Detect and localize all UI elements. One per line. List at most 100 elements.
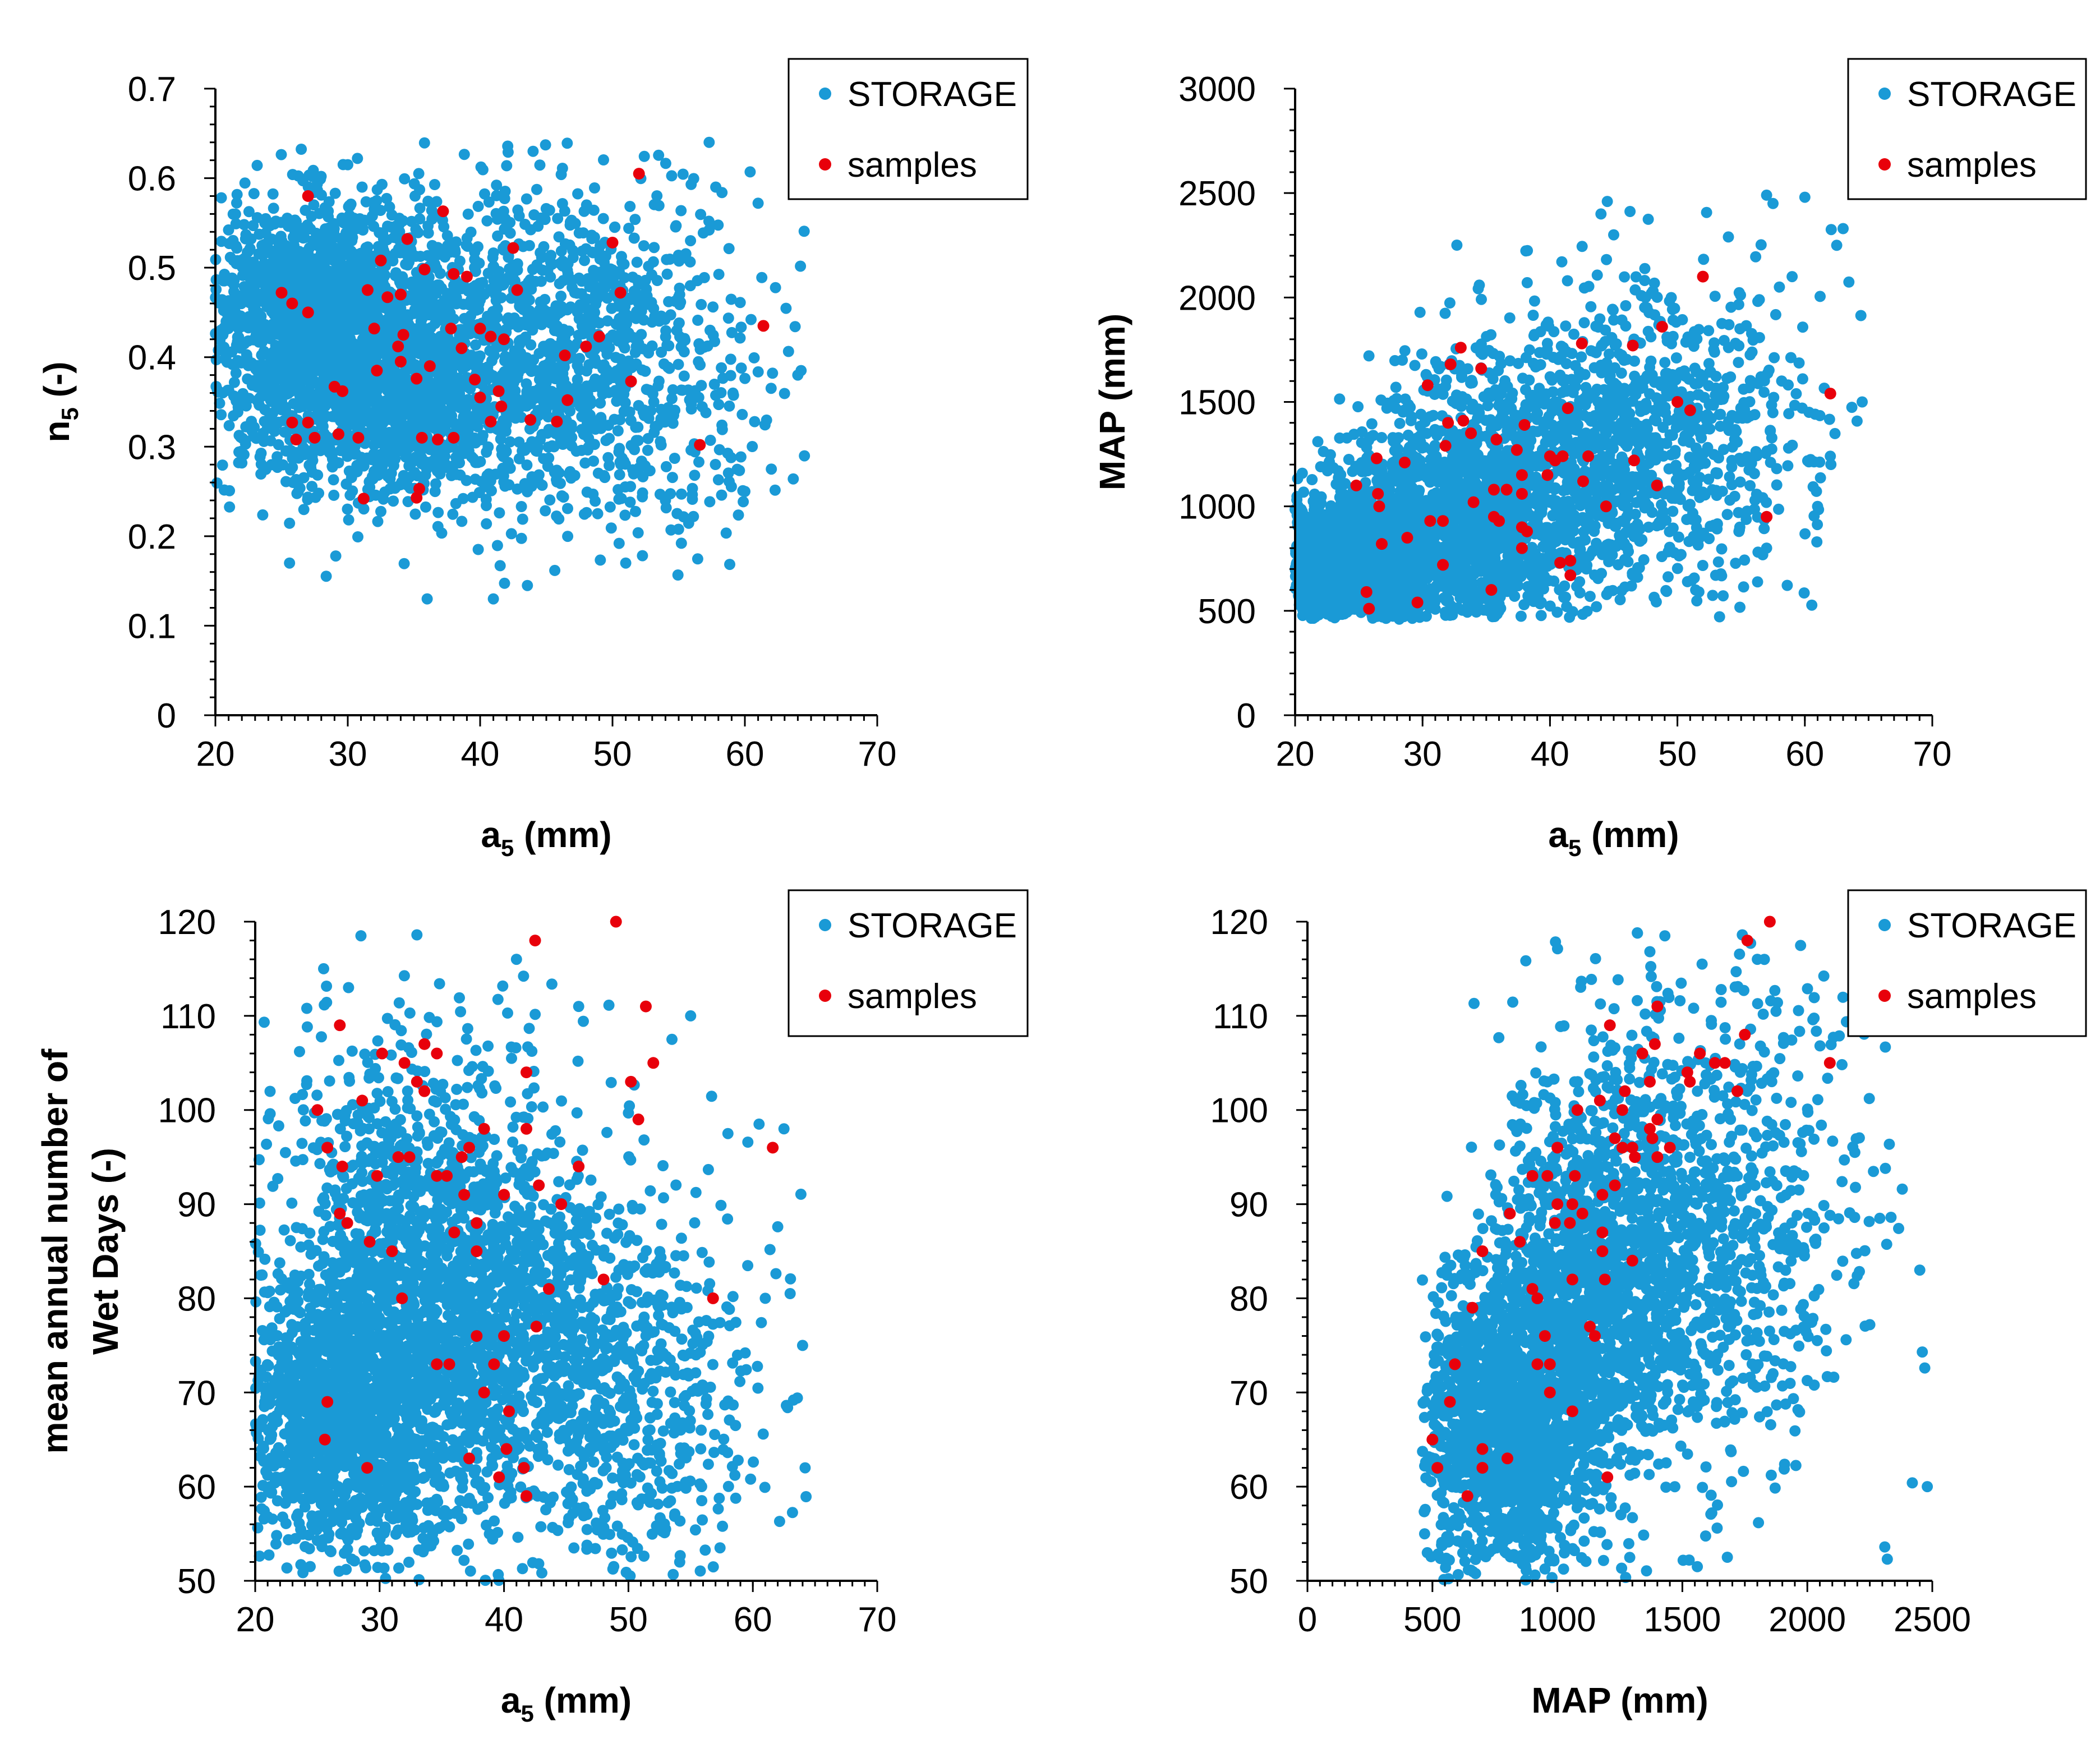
- sample-point: [1626, 1254, 1638, 1267]
- sample-point: [1490, 434, 1503, 446]
- sample-point: [411, 491, 423, 504]
- sample-point: [471, 1217, 483, 1229]
- sample-point: [361, 284, 374, 296]
- legend-storage-label: STORAGE: [1907, 907, 2076, 945]
- sample-point: [1601, 1471, 1614, 1483]
- sample-point: [1514, 1236, 1526, 1248]
- x-tick-label: 1500: [1643, 1600, 1721, 1639]
- sample-point: [521, 1122, 533, 1135]
- sample-point: [1500, 484, 1513, 496]
- sample-point: [633, 168, 645, 180]
- sample-point: [1516, 487, 1528, 500]
- sample-point: [474, 392, 486, 404]
- y-axis-title: MAP (mm): [1092, 314, 1132, 490]
- sample-point: [1646, 1132, 1659, 1144]
- sample-point: [1708, 1057, 1721, 1069]
- x-tick-label: 60: [1785, 735, 1824, 774]
- sample-point: [1576, 1207, 1588, 1220]
- sample-point: [368, 323, 380, 335]
- sample-point: [286, 297, 298, 310]
- sample-point: [1437, 559, 1449, 571]
- sample-point: [1616, 1104, 1628, 1116]
- x-tick-label: 60: [726, 735, 765, 774]
- sample-point: [1571, 1104, 1583, 1116]
- sample-point: [394, 288, 407, 301]
- sample-point: [376, 1047, 388, 1060]
- sample-point: [1449, 1358, 1461, 1370]
- legend-box: [788, 889, 1029, 1037]
- y-tick-label: 120: [158, 903, 216, 942]
- sample-point: [463, 1142, 475, 1154]
- x-tick-label: 70: [1913, 735, 1952, 774]
- legend: STORAGE samples: [1847, 58, 2087, 200]
- sample-point: [418, 1085, 431, 1097]
- sample-point: [1493, 515, 1505, 527]
- sample-point: [1627, 339, 1639, 352]
- sample-point: [371, 1170, 383, 1182]
- sample-point: [1609, 1132, 1621, 1144]
- x-tick-label: 40: [1531, 735, 1569, 774]
- sample-point: [1439, 440, 1452, 452]
- sample-point: [1596, 1189, 1609, 1201]
- sample-point: [1424, 515, 1436, 527]
- sample-point: [302, 306, 314, 319]
- y-tick-label: 0: [1237, 697, 1256, 735]
- legend-storage-marker: [819, 919, 831, 931]
- y-tick-label: 0.1: [128, 607, 176, 646]
- sample-point: [610, 915, 622, 928]
- sample-point: [1562, 402, 1574, 415]
- legend: STORAGE samples: [788, 889, 1029, 1037]
- y-tick-label: 110: [160, 997, 216, 1036]
- chart-map_vs_a5: 20 30 40 50 60 70 0 500 1000 1500 2000 2500 3000 a5 (…: [1092, 58, 2087, 861]
- legend-storage-label: STORAGE: [848, 907, 1017, 945]
- sample-point: [321, 1142, 334, 1154]
- sample-point: [1421, 379, 1434, 392]
- y-axis-title-line1: mean annual number of: [35, 1048, 75, 1454]
- sample-point: [1454, 342, 1467, 354]
- sample-point: [551, 416, 563, 428]
- sample-point: [1599, 1273, 1611, 1286]
- sample-point: [1643, 1122, 1656, 1135]
- sample-point: [319, 1433, 331, 1446]
- sample-point: [625, 375, 637, 388]
- sample-point: [1651, 1000, 1664, 1013]
- x-tick-label: 50: [593, 735, 632, 774]
- sample-point: [1457, 415, 1470, 427]
- y-tick-label: 100: [158, 1092, 216, 1130]
- sample-point: [337, 385, 349, 397]
- sample-point: [1461, 1490, 1473, 1502]
- x-tick-label: 20: [196, 735, 235, 774]
- sample-point: [503, 1405, 515, 1418]
- sample-point: [1516, 469, 1528, 481]
- sample-point: [493, 1471, 505, 1483]
- legend-samples-marker: [1878, 990, 1891, 1002]
- legend-samples-marker: [819, 990, 831, 1002]
- sample-point: [1541, 1170, 1554, 1182]
- sample-point: [1636, 1047, 1648, 1060]
- chart-wd_vs_map: 0 500 1000 1500 2000 2500 50 60 70 80 90 100 110 120 M…: [35, 889, 2087, 1720]
- sample-point: [1651, 1114, 1664, 1125]
- y-tick-label: 80: [1229, 1280, 1268, 1318]
- sample-point: [1584, 1321, 1596, 1333]
- sample-point: [1426, 1433, 1439, 1446]
- sample-point: [471, 1245, 483, 1257]
- sample-point: [498, 1189, 510, 1201]
- sample-point: [413, 482, 425, 495]
- sample-point: [1551, 1198, 1564, 1211]
- sample-point: [647, 1057, 660, 1069]
- sample-point: [542, 1283, 555, 1295]
- sample-point: [498, 1330, 510, 1342]
- sample-point: [302, 416, 314, 429]
- y-tick-label: 80: [177, 1280, 216, 1318]
- sample-point: [521, 1490, 533, 1502]
- sample-point: [1616, 1142, 1628, 1154]
- sample-point: [1551, 1142, 1564, 1154]
- sample-point: [443, 1358, 455, 1370]
- sample-point: [471, 1330, 483, 1342]
- sample-point: [606, 236, 619, 249]
- sample-point: [418, 263, 431, 275]
- legend: STORAGE samples: [1847, 889, 2087, 1037]
- sample-point: [352, 431, 365, 444]
- sample-point: [411, 1075, 423, 1088]
- x-axis-title: a5 (mm): [501, 1680, 632, 1727]
